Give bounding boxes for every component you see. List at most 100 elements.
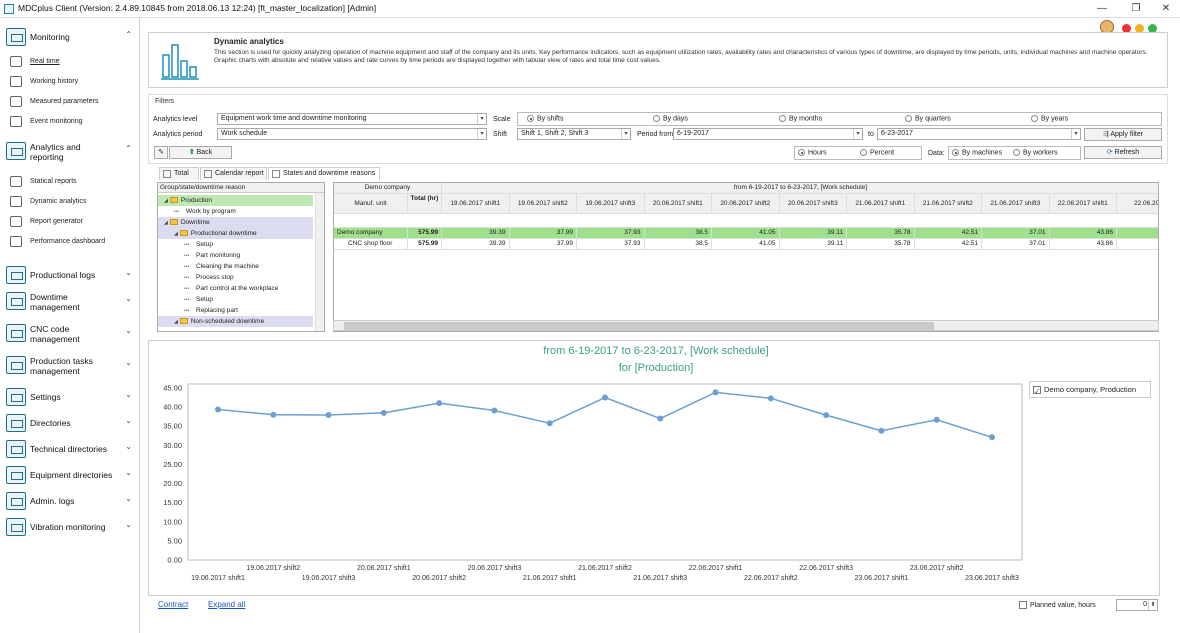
expand-icon[interactable]: ◢ <box>174 319 178 325</box>
tree-row[interactable]: ◢ Downtime <box>158 217 313 228</box>
minimize-button[interactable]: — <box>1097 3 1107 14</box>
sidebar-group-vibration[interactable]: Vibration monitoring ⌄ <box>4 516 136 538</box>
scale-by-years[interactable]: By years <box>1031 115 1068 122</box>
sidebar-group-equipment-directories[interactable]: Equipment directories ⌄ <box>4 464 136 486</box>
warning-icon <box>10 116 22 127</box>
sidebar-item-working-history[interactable]: Working history <box>10 74 136 90</box>
grid-value-cell: 38.5 <box>644 228 712 239</box>
contract-link[interactable]: Contract <box>158 600 189 609</box>
state-dots-icon: ••• <box>184 264 190 270</box>
sidebar-item-statical-reports[interactable]: Statical reports <box>10 174 136 190</box>
chevron-down-icon: ⌄ <box>125 416 132 425</box>
period-from-input[interactable]: 6-19-2017 ▾ <box>673 128 863 140</box>
chart-legend[interactable]: Demo company, Production <box>1029 381 1151 399</box>
sidebar-item-measured-parameters[interactable]: Measured parameters <box>10 94 136 110</box>
chart-subtitle: for [Production] <box>618 362 694 374</box>
tree-row[interactable]: ◢ Production <box>158 195 313 206</box>
close-button[interactable]: ✕ <box>1161 3 1171 14</box>
data-point <box>436 400 443 407</box>
grid-icon <box>163 170 171 178</box>
x-tick-label: 23.06.2017 shift3 <box>965 575 1019 582</box>
tree-row[interactable]: ••• Cleaning the machine <box>158 261 313 272</box>
sidebar-item-real-time[interactable]: Real time <box>10 54 136 70</box>
expand-icon[interactable]: ◢ <box>164 220 168 226</box>
data-by-workers[interactable]: By workers <box>1013 149 1058 156</box>
sidebar-group-monitoring[interactable]: Monitoring ⌃ <box>4 26 136 48</box>
scale-by-shifts[interactable]: By shifts <box>527 115 563 122</box>
y-tick-label: 45.00 <box>163 384 182 393</box>
spin-icon: ⬍ <box>1148 600 1157 610</box>
tree-row[interactable]: ••• Process stop <box>158 272 313 283</box>
grid-total-cell: 575.99 <box>408 228 442 239</box>
tree-row[interactable]: ••• Setup <box>158 294 313 305</box>
tree-row[interactable]: ◢ Non-scheduled downtime <box>158 316 313 327</box>
restore-button[interactable]: ❐ <box>1131 3 1141 14</box>
tree-row[interactable]: ••• Part control at the workplace <box>158 283 313 294</box>
scale-by-months[interactable]: By months <box>779 115 822 122</box>
tools-button[interactable]: ✎ <box>154 146 168 159</box>
yellow-status-icon[interactable] <box>1135 24 1144 33</box>
tree-row[interactable]: ••• Setup <box>158 239 313 250</box>
expand-icon[interactable]: ◢ <box>174 231 178 237</box>
y-tick-label: 25.00 <box>163 460 182 469</box>
tab-calendar-report[interactable]: Calendar report <box>200 167 267 180</box>
tree-row[interactable]: ◢ Productional downtime <box>158 228 313 239</box>
scale-by-quarters[interactable]: By quarters <box>905 115 951 122</box>
data-point <box>657 415 664 422</box>
technical-directory-icon <box>6 440 26 458</box>
chevron-down-icon: ▾ <box>621 129 630 139</box>
back-button[interactable]: ⬆ Back <box>169 146 232 159</box>
sidebar-group-analytics[interactable]: Analytics and reporting ⌃ <box>4 140 136 162</box>
tab-states-downtime[interactable]: States and downtime reasons <box>268 167 380 180</box>
sidebar-group-production-tasks[interactable]: Production tasks management ⌄ <box>4 354 136 376</box>
sidebar-item-event-monitoring[interactable]: Event monitoring <box>10 114 136 130</box>
tools-icon <box>6 292 26 310</box>
scale-by-days[interactable]: By days <box>653 115 688 122</box>
apply-filter-button[interactable]: ⇶ Apply filter <box>1084 128 1162 141</box>
sidebar-group-directories[interactable]: Directories ⌄ <box>4 412 136 434</box>
tab-total[interactable]: Total <box>159 167 199 180</box>
grid-value-cell: 37.99 <box>509 228 577 239</box>
analytics-level-select[interactable]: Equipment work time and downtime monitor… <box>217 113 487 125</box>
tree-row[interactable]: ••• Replacing part <box>158 305 313 316</box>
sidebar-group-cnc-code[interactable]: CNC code management ⌄ <box>4 322 136 344</box>
tree-row-label: Replacing part <box>196 307 238 314</box>
tasks-icon <box>6 356 26 374</box>
analytics-period-select[interactable]: Work schedule ▾ <box>217 128 487 140</box>
grid-value-cell: 42.51 <box>914 239 982 250</box>
refresh-button[interactable]: ⟳ Refresh <box>1084 146 1162 159</box>
grid-total-header: Total (hr) <box>408 194 442 214</box>
sidebar-group-admin-logs[interactable]: Admin. logs ⌄ <box>4 490 136 512</box>
period-to-input[interactable]: 6-23-2017 ▾ <box>877 128 1081 140</box>
units-hours[interactable]: Hours <box>798 149 827 156</box>
grid-value-cell: 43.86 <box>1049 239 1117 250</box>
expand-icon[interactable]: ◢ <box>164 198 168 204</box>
sidebar-group-downtime[interactable]: Downtime management ⌄ <box>4 290 136 312</box>
back-arrow-icon: ⬆ <box>188 149 197 156</box>
grid-horizontal-scrollbar[interactable] <box>333 320 1159 331</box>
data-point <box>712 389 719 396</box>
sidebar-group-productional-logs[interactable]: Productional logs ⌄ <box>4 264 136 286</box>
data-by-machines[interactable]: By machines <box>952 149 1002 156</box>
tree-row-label: Downtime <box>180 219 210 226</box>
red-status-icon[interactable] <box>1122 24 1131 33</box>
scale-label: Scale <box>493 116 511 123</box>
grid-column-header: 21.06.2017 shift3 <box>982 194 1050 214</box>
sidebar-group-settings[interactable]: Settings ⌄ <box>4 386 136 408</box>
planned-value-stepper[interactable]: 0 ⬍ <box>1116 599 1158 611</box>
sidebar-item-report-generator[interactable]: Report generator <box>10 214 136 230</box>
units-percent[interactable]: Percent <box>860 149 894 156</box>
tree-scrollbar[interactable] <box>315 193 324 331</box>
green-status-icon[interactable] <box>1148 24 1157 33</box>
expand-all-link[interactable]: Expand all <box>208 600 246 609</box>
chevron-down-icon: ⌄ <box>125 468 132 477</box>
sidebar-item-dynamic-analytics[interactable]: Dynamic analytics <box>10 194 136 210</box>
planned-checkbox[interactable]: Planned value, hours <box>1019 601 1096 609</box>
tree-row[interactable]: ••• Work by program <box>158 206 313 217</box>
shift-select[interactable]: Shift 1, Shift 2, Shift 3 ▾ <box>517 128 631 140</box>
scrollbar-thumb[interactable] <box>344 322 934 330</box>
sidebar-item-performance-dashboard[interactable]: Performance dashboard <box>10 234 136 250</box>
sidebar-group-label: Analytics and reporting <box>30 142 81 162</box>
tree-row[interactable]: ••• Part monitoring <box>158 250 313 261</box>
sidebar-group-technical-directories[interactable]: Technical directories ⌄ <box>4 438 136 460</box>
